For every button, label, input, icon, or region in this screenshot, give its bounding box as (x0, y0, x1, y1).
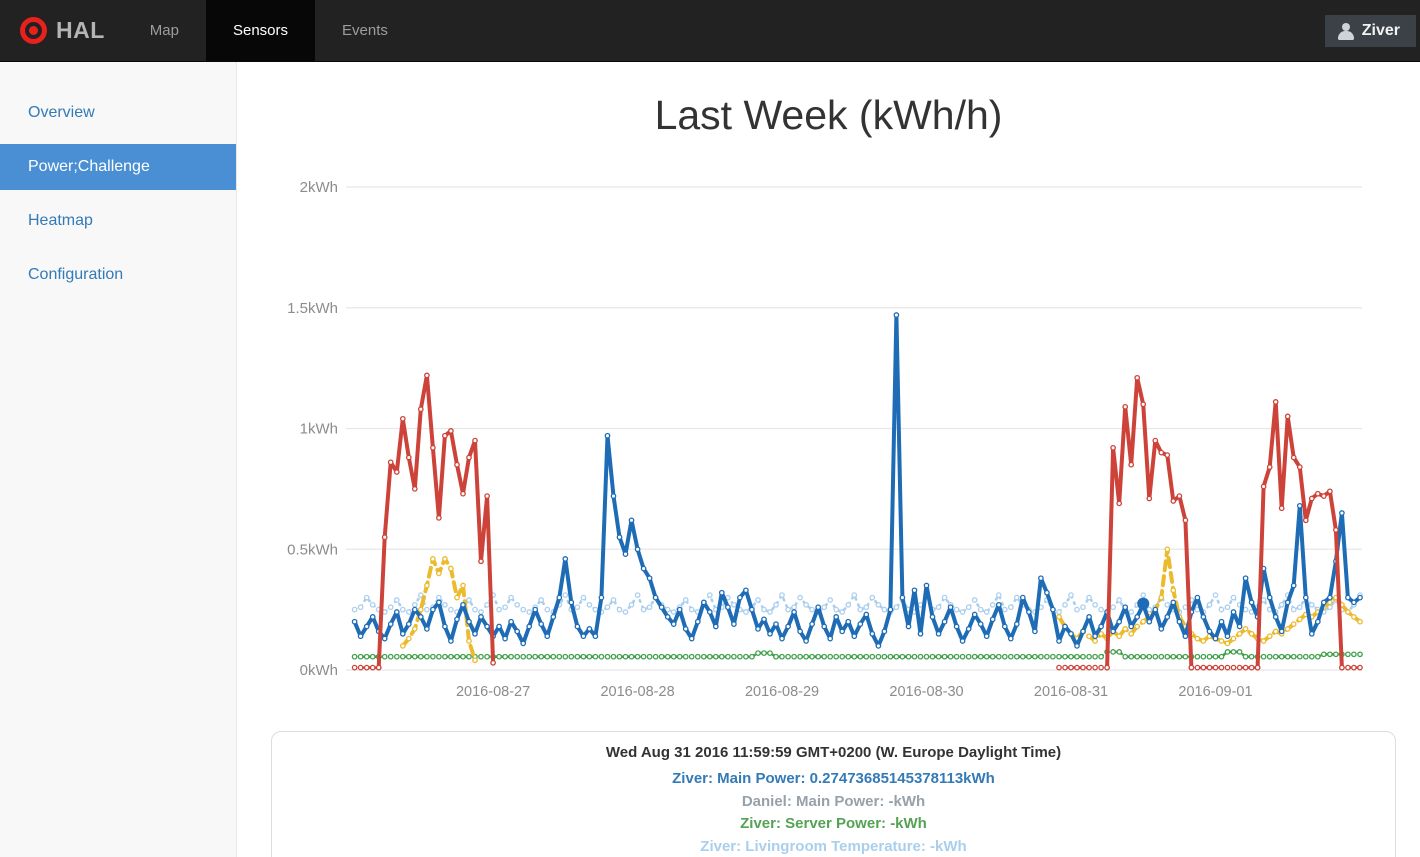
sidebar-item-heatmap[interactable]: Heatmap (28, 212, 93, 229)
user-menu-button[interactable]: Ziver (1324, 14, 1416, 47)
hal-target-icon (20, 17, 47, 44)
tooltip-row-ziver-livingroom-temperature: Ziver: Livingroom Temperature: -kWh (700, 837, 967, 855)
navbar-menu: Map Sensors Events (123, 0, 415, 61)
nav-item-map[interactable]: Map (149, 22, 179, 39)
sidebar-item-configuration[interactable]: Configuration (28, 266, 124, 283)
user-icon (1337, 22, 1355, 40)
svg-text:2016-08-27: 2016-08-27 (456, 684, 530, 700)
sidebar: Overview Power;Challenge Heatmap Configu… (0, 62, 237, 857)
navbar-right: Ziver (1324, 0, 1420, 61)
svg-text:2kWh: 2kWh (300, 179, 338, 196)
brand-name: HAL (56, 17, 105, 43)
user-name: Ziver (1361, 21, 1400, 39)
svg-text:2016-09-01: 2016-09-01 (1178, 684, 1252, 700)
top-navbar: HAL Map Sensors Events Ziver (0, 0, 1420, 62)
hover-tooltip-panel: Wed Aug 31 2016 11:59:59 GMT+0200 (W. Eu… (271, 731, 1396, 857)
tooltip-row-daniel-main-power: Daniel: Main Power: -kWh (741, 792, 926, 810)
svg-text:1kWh: 1kWh (300, 421, 338, 438)
page-title: Last Week (kWh/h) (654, 92, 1003, 138)
sidebar-item-power-challenge[interactable]: Power;Challenge (0, 144, 236, 190)
svg-text:2016-08-28: 2016-08-28 (600, 684, 674, 700)
hovered-data-point (1137, 597, 1150, 610)
svg-text:2016-08-30: 2016-08-30 (889, 684, 963, 700)
svg-text:0kWh: 0kWh (300, 662, 338, 679)
main-content: Last Week (kWh/h) 0kWh 0.5kWh 1kWh 1.5kWh 2k… (237, 62, 1420, 857)
svg-text:2016-08-31: 2016-08-31 (1034, 684, 1108, 700)
chart-canvas[interactable]: 0kWh 0.5kWh 1kWh 1.5kWh 2kWh 2016-08-27 2016-0… (250, 168, 1410, 713)
nav-item-events[interactable]: Events (342, 22, 388, 39)
svg-text:2016-08-29: 2016-08-29 (745, 684, 819, 700)
tooltip-row-ziver-main-power: Ziver: Main Power: 0.27473685145378113kW… (672, 770, 995, 787)
brand[interactable]: HAL (0, 0, 123, 61)
nav-item-sensors[interactable]: Sensors (205, 0, 315, 61)
sidebar-item-overview[interactable]: Overview (28, 104, 95, 121)
line-chart[interactable]: 0kWh 0.5kWh 1kWh 1.5kWh 2kWh 2016-08-27 2016-0… (250, 168, 1410, 713)
svg-text:0.5kWh: 0.5kWh (287, 541, 338, 558)
tooltip-row-ziver-server-power: Ziver: Server Power: -kWh (740, 815, 927, 832)
svg-text:1.5kWh: 1.5kWh (287, 300, 338, 317)
tooltip-timestamp: Wed Aug 31 2016 11:59:59 GMT+0200 (W. Eu… (605, 744, 1062, 761)
